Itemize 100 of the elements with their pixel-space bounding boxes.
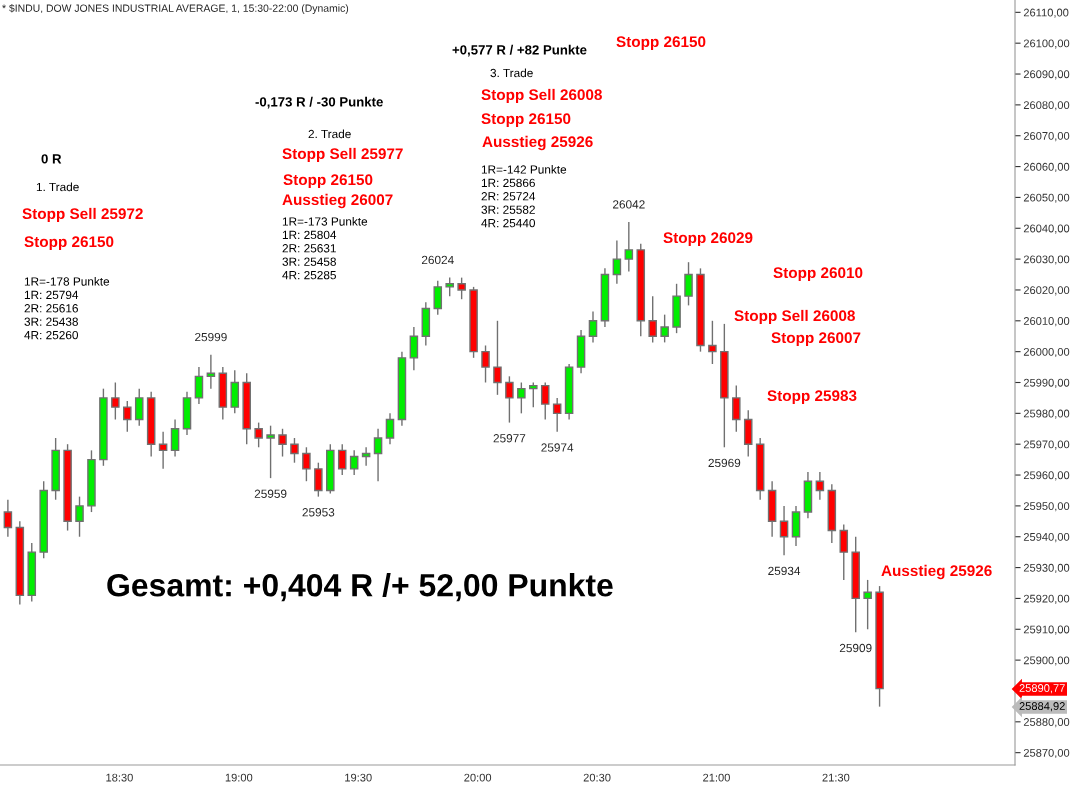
candlestick <box>278 428 287 458</box>
annotation: 25969 <box>708 458 741 468</box>
y-tick-label: 25930,00 <box>1023 563 1070 574</box>
annotation: 25999 <box>195 332 227 342</box>
annotation: +0,577 R / +82 Punkte <box>452 44 587 57</box>
y-tick-label: 26100,00 <box>1023 39 1070 49</box>
candlestick <box>254 421 263 448</box>
x-tick-label: 18:30 <box>106 773 133 782</box>
annotation: Stopp 26029 <box>663 232 753 247</box>
candlestick <box>612 239 622 285</box>
annotation: Stopp 26150 <box>616 36 706 51</box>
y-tick-label: 25980,00 <box>1023 409 1070 419</box>
candlestick <box>552 397 562 433</box>
y-tick-label: 26020,00 <box>1023 286 1070 296</box>
x-tick-label: 21:30 <box>822 773 850 782</box>
annotation: 0 R <box>41 154 62 164</box>
x-tick-label: 20:30 <box>583 773 611 782</box>
annotation: Stopp 26007 <box>771 332 861 347</box>
y-tick-label: 25910,00 <box>1023 625 1070 635</box>
y-tick-label: 26080,00 <box>1023 101 1070 111</box>
candlestick <box>433 280 443 316</box>
annotation: Stopp 26010 <box>773 267 863 282</box>
y-tick-label: 25940,00 <box>1023 533 1070 543</box>
annotation: Stopp 26150 <box>24 236 114 251</box>
candlestick <box>660 313 669 344</box>
annotation: Stopp 26150 <box>481 113 571 128</box>
candlestick <box>134 387 144 427</box>
candlestick <box>314 462 323 498</box>
y-tick-label: 26070,00 <box>1023 131 1070 142</box>
y-tick-label: 25920,00 <box>1023 594 1070 604</box>
annotation: 1R=-173 Punkte 1R: 25804 2R: 25631 3R: 25458 4R: 25285 <box>282 217 368 280</box>
annotation: 25909 <box>839 643 872 653</box>
y-tick-label: 26110,00 <box>1023 8 1069 18</box>
candlestick <box>194 366 204 405</box>
candlestick <box>302 446 311 482</box>
candlestick <box>170 418 180 458</box>
candlestick <box>457 276 466 300</box>
x-tick-label: 20:00 <box>464 773 492 782</box>
candlestick <box>815 471 825 501</box>
annotation: -0,173 R / -30 Punkte <box>255 96 383 109</box>
text: 25884,92 <box>1019 702 1065 712</box>
candlestick <box>290 437 299 464</box>
candlestick <box>588 310 598 344</box>
annotation: 25974 <box>541 443 574 452</box>
annotation: Ausstieg 25926 <box>881 564 992 580</box>
annotation: 26024 <box>421 255 454 265</box>
annotation: 1. Trade <box>36 182 79 192</box>
annotation: Stopp Sell 26008 <box>734 309 855 325</box>
candlestick <box>708 320 717 365</box>
y-tick-label: 25960,00 <box>1023 471 1070 481</box>
candlestick <box>505 375 514 424</box>
candlestick <box>111 381 120 421</box>
annotation: 25953 <box>302 508 335 517</box>
candlestick <box>648 295 657 344</box>
annotation: Stopp Sell 26008 <box>481 88 602 104</box>
y-tick-label: 25900,00 <box>1023 656 1070 666</box>
y-tick-label: 25870,00 <box>1023 748 1070 759</box>
candlestick <box>75 495 84 538</box>
annotation: 1R=-178 Punkte 1R: 25794 2R: 25616 3R: 25438 4R: 25260 <box>24 277 110 340</box>
y-tick-label: 26090,00 <box>1023 70 1070 80</box>
annotation: Stopp Sell 25977 <box>282 147 403 163</box>
candlestick <box>493 320 502 396</box>
candlestick <box>385 412 395 445</box>
annotation: 26042 <box>613 200 645 209</box>
y-tick-label: 26030,00 <box>1023 255 1070 265</box>
candlestick <box>349 449 359 476</box>
y-tick-label: 25990,00 <box>1023 378 1070 388</box>
x-tick-label: 21:00 <box>703 773 730 782</box>
text: 25890,77 <box>1019 684 1065 694</box>
candlestick <box>445 276 454 297</box>
x-tick-label: 19:00 <box>225 773 253 782</box>
y-tick-label: 26050,00 <box>1023 193 1070 203</box>
annotation: Gesamt: +0,404 R /+ 52,00 Punkte <box>107 573 613 602</box>
candlestick <box>540 381 550 421</box>
annotation: Stopp 25983 <box>767 390 857 405</box>
candlestick <box>123 400 132 433</box>
annotation: 2. Trade <box>308 129 351 139</box>
annotation: 1R=-142 Punkte 1R: 25866 2R: 25724 3R: 25582 4R: 25440 <box>481 165 567 228</box>
candlestick <box>373 428 383 482</box>
candlestick <box>337 443 347 476</box>
chart-title: * $INDU, DOW JONES INDUSTRIAL AVERAGE, 1, 15:30-22:00 (Dynamic) <box>2 4 349 14</box>
y-tick-label: 26000,00 <box>1023 347 1070 358</box>
candlestick <box>409 326 419 371</box>
candlestick <box>158 431 168 470</box>
candlestick <box>779 505 789 556</box>
candlestick <box>517 381 526 415</box>
annotation: 25977 <box>493 434 526 443</box>
annotation: 25959 <box>254 489 287 498</box>
y-tick-label: 26040,00 <box>1023 224 1070 234</box>
y-tick-label: 26060,00 <box>1023 162 1070 173</box>
annotation: 3. Trade <box>490 68 533 78</box>
annotation: Stopp 26150 <box>283 174 373 189</box>
candlestick <box>529 381 538 408</box>
y-tick-label: 25950,00 <box>1023 502 1070 512</box>
candlestick <box>863 579 872 630</box>
y-tick-label: 25880,00 <box>1023 718 1070 728</box>
candlestick <box>839 523 849 581</box>
candlestick <box>732 384 741 433</box>
y-tick-label: 25970,00 <box>1023 440 1070 450</box>
candlestick <box>624 221 634 273</box>
